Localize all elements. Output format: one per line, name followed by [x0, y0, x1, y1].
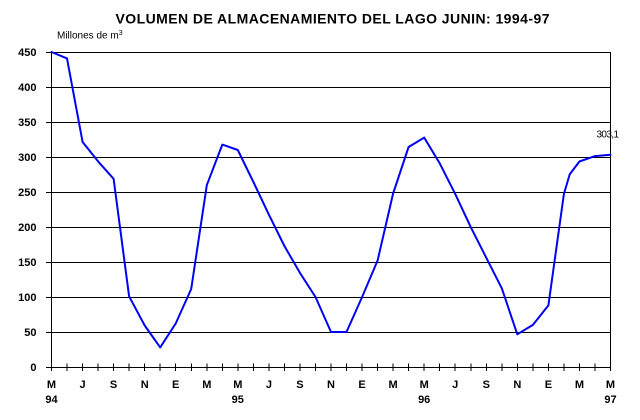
svg-text:J: J: [80, 379, 86, 391]
svg-text:N: N: [513, 379, 521, 391]
svg-text:S: S: [296, 379, 303, 391]
svg-text:J: J: [266, 379, 272, 391]
svg-text:100: 100: [18, 292, 36, 304]
svg-text:S: S: [483, 379, 490, 391]
svg-text:94: 94: [45, 394, 58, 406]
svg-text:M: M: [606, 379, 615, 391]
svg-text:E: E: [172, 379, 179, 391]
svg-text:N: N: [141, 379, 149, 391]
svg-text:M: M: [233, 379, 242, 391]
svg-text:N: N: [327, 379, 335, 391]
svg-text:M: M: [202, 379, 211, 391]
svg-text:96: 96: [418, 394, 430, 406]
svg-text:M: M: [420, 379, 429, 391]
svg-text:300: 300: [18, 152, 36, 164]
svg-text:VOLUMEN DE ALMACENAMIENTO DEL: VOLUMEN DE ALMACENAMIENTO DEL LAGO JUNIN…: [116, 11, 550, 27]
svg-text:250: 250: [18, 187, 36, 199]
svg-text:J: J: [452, 379, 458, 391]
svg-text:E: E: [545, 379, 552, 391]
svg-text:E: E: [358, 379, 365, 391]
svg-text:50: 50: [24, 327, 36, 339]
svg-text:Millones de m3: Millones de m3: [57, 30, 123, 42]
svg-text:150: 150: [18, 257, 36, 269]
svg-text:S: S: [110, 379, 117, 391]
svg-text:M: M: [389, 379, 398, 391]
svg-text:200: 200: [18, 222, 36, 234]
svg-text:450: 450: [18, 47, 36, 59]
svg-text:400: 400: [18, 82, 36, 94]
svg-text:0: 0: [30, 362, 36, 374]
svg-text:M: M: [575, 379, 584, 391]
svg-text:97: 97: [604, 394, 616, 406]
svg-text:350: 350: [18, 117, 36, 129]
svg-text:M: M: [47, 379, 56, 391]
svg-text:95: 95: [232, 394, 244, 406]
svg-text:303,1: 303,1: [597, 130, 620, 141]
